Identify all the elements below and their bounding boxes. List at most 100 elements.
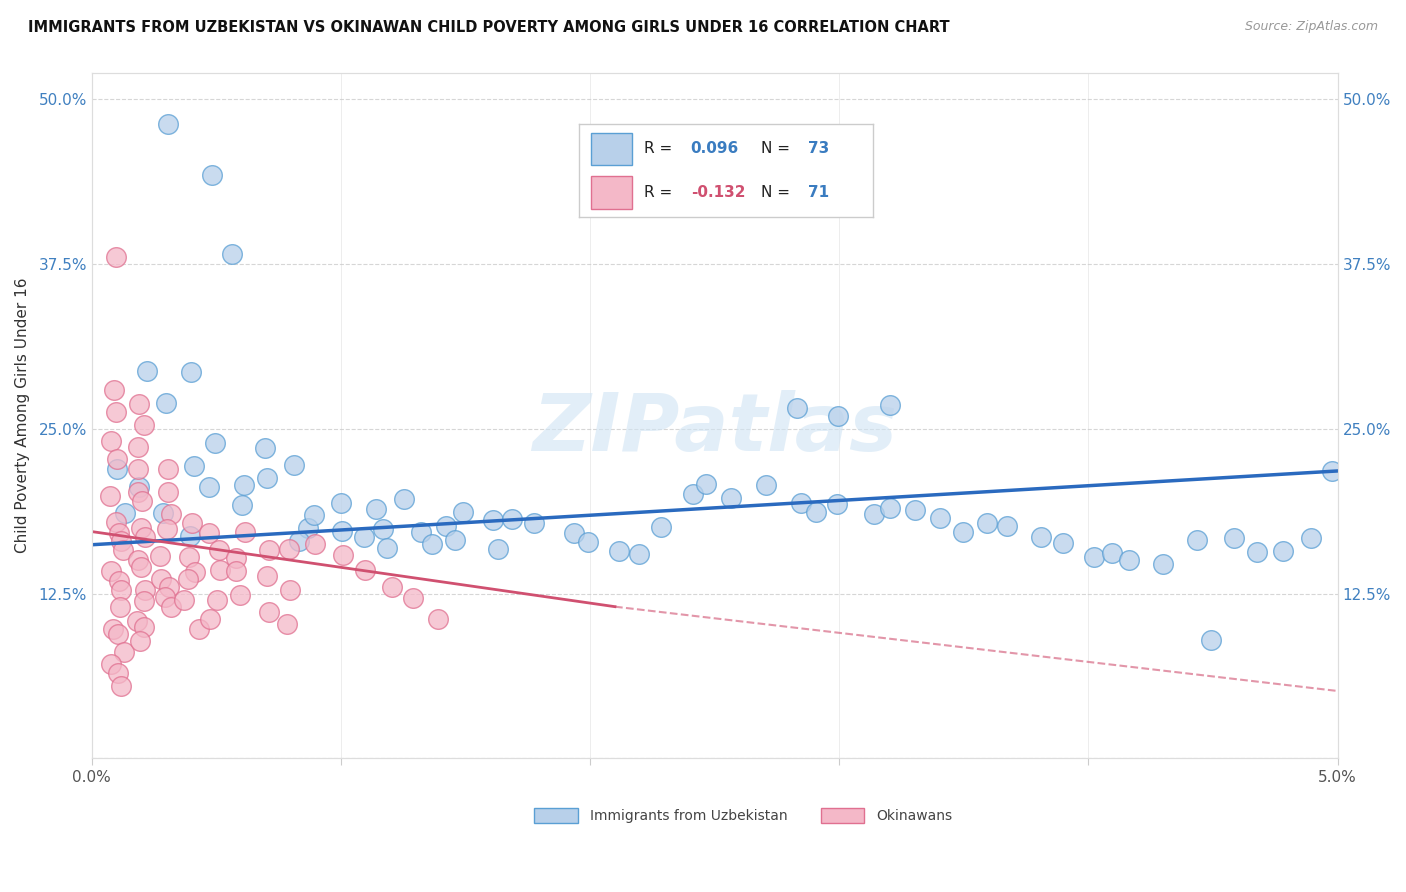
Point (156, 485, 179, 500)
Point (276, 617, 298, 632)
Point (155, 396, 177, 410)
Text: 71: 71 (808, 185, 830, 200)
Point (177, 549, 200, 564)
Point (825, 498, 848, 512)
FancyBboxPatch shape (591, 133, 631, 165)
Point (225, 564, 247, 578)
Point (501, 511, 523, 525)
Point (101, 622, 124, 636)
Point (179, 529, 201, 543)
Text: ZIPatlas: ZIPatlas (531, 391, 897, 468)
Point (157, 117, 180, 131)
Point (929, 511, 952, 525)
Point (381, 581, 404, 595)
Point (1246, 545, 1268, 559)
Text: Okinawans: Okinawans (876, 809, 953, 822)
FancyBboxPatch shape (534, 808, 578, 823)
Point (482, 513, 505, 527)
Point (150, 572, 173, 586)
Point (98, 489, 121, 503)
Point (183, 459, 205, 474)
Point (100, 434, 122, 448)
Point (104, 515, 127, 529)
Point (952, 525, 974, 540)
Point (110, 582, 132, 597)
Point (127, 484, 149, 499)
Point (198, 525, 221, 540)
Point (353, 530, 375, 544)
Point (1052, 535, 1074, 549)
Point (1152, 557, 1174, 571)
Point (107, 627, 129, 641)
Point (100, 564, 122, 578)
Point (198, 480, 221, 494)
Point (786, 401, 808, 416)
Point (114, 507, 136, 521)
Point (155, 590, 177, 604)
Point (486, 541, 509, 556)
Point (232, 477, 254, 491)
Text: R =: R = (644, 185, 676, 200)
Point (789, 496, 811, 510)
Point (1271, 544, 1294, 558)
Point (233, 524, 256, 539)
Point (128, 633, 150, 648)
Point (562, 525, 585, 540)
Point (257, 605, 280, 619)
Point (302, 508, 325, 522)
Point (444, 533, 467, 547)
Point (129, 520, 152, 534)
Point (205, 593, 228, 607)
Point (394, 492, 416, 507)
Point (257, 543, 280, 558)
Point (280, 582, 302, 597)
Point (420, 537, 443, 551)
Point (1199, 633, 1222, 648)
Point (128, 397, 150, 411)
Point (1185, 533, 1208, 548)
Point (229, 588, 252, 602)
Point (1029, 531, 1052, 545)
Point (1118, 552, 1140, 566)
Y-axis label: Child Poverty Among Girls Under 16: Child Poverty Among Girls Under 16 (15, 277, 30, 553)
Point (903, 503, 925, 517)
Text: N =: N = (761, 141, 796, 156)
Point (132, 593, 155, 607)
Point (304, 536, 326, 550)
Point (256, 471, 278, 485)
Point (156, 522, 179, 536)
Point (159, 599, 181, 614)
Point (283, 458, 305, 472)
Point (134, 582, 156, 597)
Point (755, 478, 778, 492)
Point (402, 591, 425, 605)
Text: Immigrants from Uzbekistan: Immigrants from Uzbekistan (591, 809, 787, 822)
Point (976, 516, 998, 530)
Point (231, 498, 253, 512)
Point (373, 523, 395, 537)
Point (375, 541, 398, 556)
Point (1301, 531, 1323, 545)
Point (157, 580, 180, 594)
Point (112, 645, 135, 659)
Point (160, 507, 183, 521)
Point (204, 436, 226, 450)
Point (134, 530, 156, 544)
Point (827, 409, 849, 423)
Point (156, 462, 179, 476)
Point (111, 543, 134, 558)
Point (208, 543, 231, 558)
Point (332, 548, 354, 562)
Point (879, 501, 901, 516)
Point (128, 480, 150, 494)
Point (107, 665, 129, 680)
Point (695, 476, 717, 491)
Point (201, 168, 224, 182)
Point (110, 533, 132, 548)
Point (453, 505, 475, 519)
Point (104, 250, 127, 264)
Point (131, 494, 153, 508)
Point (108, 526, 131, 541)
Point (198, 612, 221, 626)
Point (181, 516, 204, 531)
